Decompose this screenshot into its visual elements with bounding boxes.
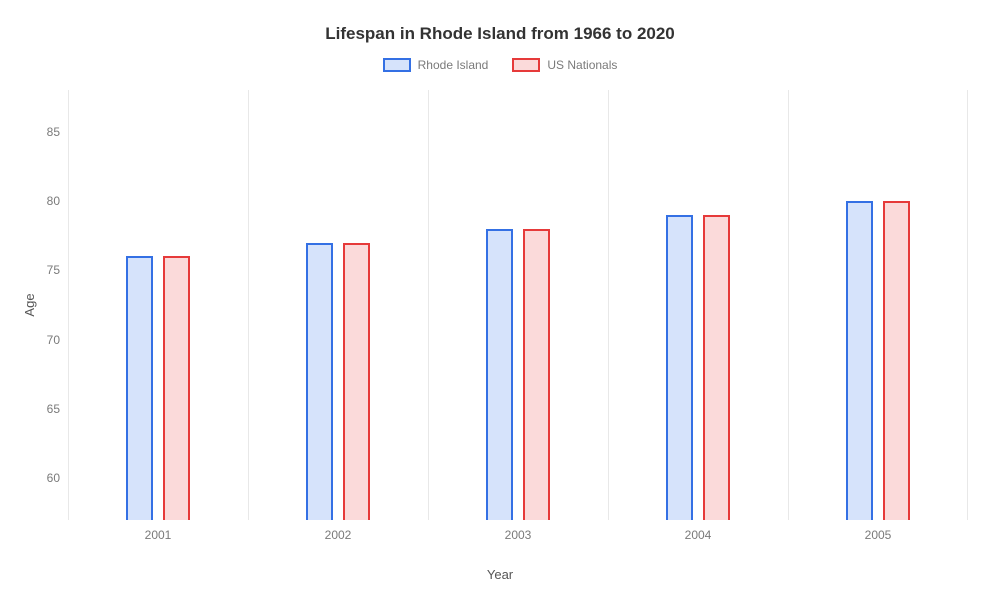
gridline-vertical [68,90,69,520]
bar [666,215,693,520]
bar [883,201,910,520]
legend-swatch [512,58,540,72]
x-tick-label: 2001 [145,528,172,542]
y-tick-label: 60 [30,471,60,485]
bar [703,215,730,520]
legend-label: Rhode Island [418,58,489,72]
bar [126,256,153,520]
legend-item-rhode-island: Rhode Island [383,58,489,72]
y-tick-label: 75 [30,263,60,277]
legend-label: US Nationals [547,58,617,72]
y-tick-label: 65 [30,402,60,416]
legend: Rhode Island US Nationals [0,58,1000,72]
x-tick-label: 2003 [505,528,532,542]
legend-swatch [383,58,411,72]
gridline-vertical [248,90,249,520]
bar [486,229,513,520]
bar [846,201,873,520]
chart-container: Lifespan in Rhode Island from 1966 to 20… [0,0,1000,600]
gridline-vertical [788,90,789,520]
x-tick-label: 2002 [325,528,352,542]
bar [343,243,370,520]
x-tick-label: 2004 [685,528,712,542]
x-axis-label: Year [0,567,1000,582]
y-tick-label: 80 [30,194,60,208]
bar [163,256,190,520]
bar [306,243,333,520]
y-axis-label: Age [22,293,37,316]
y-tick-label: 85 [30,125,60,139]
y-tick-label: 70 [30,333,60,347]
gridline-vertical [967,90,968,520]
gridline-vertical [428,90,429,520]
plot-area [68,90,968,520]
x-tick-label: 2005 [865,528,892,542]
chart-title: Lifespan in Rhode Island from 1966 to 20… [0,24,1000,44]
bar [523,229,550,520]
gridline-vertical [608,90,609,520]
legend-item-us-nationals: US Nationals [512,58,617,72]
